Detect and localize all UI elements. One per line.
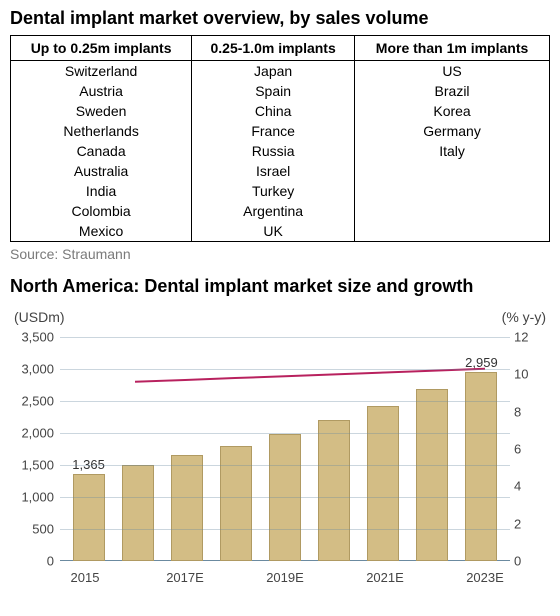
table-row: SwitzerlandJapanUS <box>11 61 550 82</box>
table-cell: Colombia <box>11 201 192 221</box>
table-cell: France <box>192 121 355 141</box>
ytick-left: 1,500 <box>14 458 54 473</box>
table-cell: Sweden <box>11 101 192 121</box>
ytick-right: 2 <box>514 516 544 531</box>
grid-line <box>60 465 510 466</box>
ytick-left: 0 <box>14 554 54 569</box>
col-header-1: 0.25-1.0m implants <box>192 36 355 61</box>
bar <box>367 406 399 561</box>
col-header-2: More than 1m implants <box>355 36 550 61</box>
ytick-right: 4 <box>514 479 544 494</box>
table-cell <box>355 201 550 221</box>
grid-line <box>60 529 510 530</box>
bar <box>122 465 154 561</box>
bar: 1,365 <box>73 474 105 561</box>
table-cell: Austria <box>11 81 192 101</box>
table-row: CanadaRussiaItaly <box>11 141 550 161</box>
ytick-right: 12 <box>514 330 544 345</box>
xtick-label <box>410 570 460 585</box>
table-row: NetherlandsFranceGermany <box>11 121 550 141</box>
bars-container: 1,365 2,959 <box>60 337 510 561</box>
xtick-label <box>210 570 260 585</box>
table-row: SwedenChinaKorea <box>11 101 550 121</box>
grid-line <box>60 369 510 370</box>
table-cell: India <box>11 181 192 201</box>
bar <box>318 420 350 561</box>
market-overview-table: Up to 0.25m implants 0.25-1.0m implants … <box>10 35 550 242</box>
ytick-left: 2,000 <box>14 426 54 441</box>
table-row: AustriaSpainBrazil <box>11 81 550 101</box>
table-cell: UK <box>192 221 355 242</box>
ytick-right: 0 <box>514 554 544 569</box>
x-axis-labels: 2015 2017E 2019E 2021E 2023E <box>60 570 510 585</box>
table-cell <box>355 181 550 201</box>
bar <box>220 446 252 561</box>
table-cell: China <box>192 101 355 121</box>
xtick-label: 2021E <box>360 570 410 585</box>
table-cell: Germany <box>355 121 550 141</box>
table-title: Dental implant market overview, by sales… <box>10 8 550 29</box>
xtick-label: 2017E <box>160 570 210 585</box>
plot-region: 1,3652,959 05001,0001,5002,0002,5003,000… <box>60 337 510 561</box>
bar-value-label: 2,959 <box>465 355 498 370</box>
right-axis-label: (% y-y) <box>502 309 546 325</box>
table-cell: Spain <box>192 81 355 101</box>
grid-line <box>60 337 510 338</box>
ytick-left: 3,000 <box>14 362 54 377</box>
chart-title: North America: Dental implant market siz… <box>10 276 550 297</box>
xtick-label <box>310 570 360 585</box>
chart-area: (USDm) (% y-y) 1,365 2,959 0 500 1,000 1,500… <box>10 309 550 589</box>
ytick-left: 3,500 <box>14 330 54 345</box>
bar <box>416 389 448 561</box>
ytick-left: 2,500 <box>14 394 54 409</box>
table-row: AustraliaIsrael <box>11 161 550 181</box>
table-cell: Argentina <box>192 201 355 221</box>
table-cell: Japan <box>192 61 355 82</box>
table-cell: Israel <box>192 161 355 181</box>
grid-line <box>60 401 510 402</box>
grid-line <box>60 433 510 434</box>
ytick-left: 1,000 <box>14 490 54 505</box>
xtick-label: 2015 <box>60 570 110 585</box>
xtick-label: 2023E <box>460 570 510 585</box>
col-header-0: Up to 0.25m implants <box>11 36 192 61</box>
table-cell: Netherlands <box>11 121 192 141</box>
ytick-left: 500 <box>14 522 54 537</box>
table-cell: Australia <box>11 161 192 181</box>
ytick-right: 10 <box>514 367 544 382</box>
source-line: Source: Straumann <box>10 246 550 262</box>
bar <box>171 455 203 561</box>
table-cell: Italy <box>355 141 550 161</box>
table-cell: Turkey <box>192 181 355 201</box>
table-cell <box>355 161 550 181</box>
table-cell: Russia <box>192 141 355 161</box>
ytick-right: 6 <box>514 442 544 457</box>
grid-line <box>60 497 510 498</box>
xtick-label <box>110 570 160 585</box>
xtick-label: 2019E <box>260 570 310 585</box>
table-cell: Korea <box>355 101 550 121</box>
ytick-right: 8 <box>514 404 544 419</box>
left-axis-label: (USDm) <box>14 309 65 325</box>
table-cell: Canada <box>11 141 192 161</box>
table-cell: Mexico <box>11 221 192 242</box>
table-cell <box>355 221 550 242</box>
table-row: ColombiaArgentina <box>11 201 550 221</box>
table-cell: Switzerland <box>11 61 192 82</box>
table-cell: Brazil <box>355 81 550 101</box>
table-row: IndiaTurkey <box>11 181 550 201</box>
table-row: MexicoUK <box>11 221 550 242</box>
table-cell: US <box>355 61 550 82</box>
